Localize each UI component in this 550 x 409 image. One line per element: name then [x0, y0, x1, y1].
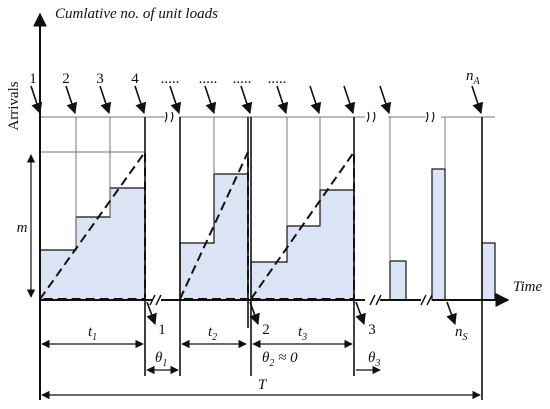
arrival-label-last: nA	[466, 68, 481, 87]
departure-label-3: 3	[368, 322, 376, 338]
y-axis-title: Cumlative no. of unit loads	[55, 6, 218, 22]
arrival-dots-4: .....	[268, 71, 287, 87]
arrival-labels: 1 2 3 4 ..... ..... ..... ..... nA	[29, 68, 480, 87]
t1-label: t1	[88, 324, 97, 343]
area-bar-c	[481, 242, 496, 301]
departure-labels: 1 2 3 nS	[158, 322, 467, 343]
arrival-dots-3: .....	[233, 71, 252, 87]
t2-label: t2	[208, 324, 217, 343]
arrival-label-3: 3	[96, 71, 104, 87]
loaded-areas	[39, 168, 496, 301]
arrival-label-2: 2	[62, 71, 70, 87]
interval-dimensions	[41, 339, 481, 400]
top-break-marks	[164, 111, 435, 123]
departure-label-1: 1	[158, 322, 166, 338]
batch-separators	[144, 117, 483, 400]
departure-label-2: 2	[262, 322, 270, 338]
t3-label: t3	[298, 324, 307, 343]
theta3-label: θ3	[368, 350, 380, 369]
area-batch-3	[250, 189, 355, 301]
x-axis	[40, 293, 510, 307]
x-axis-title: Time	[513, 279, 543, 295]
arrival-dots-1: .....	[161, 71, 180, 87]
area-batch-2	[179, 173, 249, 301]
arrival-arrows	[30, 85, 484, 115]
total-label: T	[258, 377, 268, 393]
departure-arrows	[146, 301, 457, 326]
departure-label-last: nS	[455, 324, 468, 343]
theta1-label: θ1	[155, 350, 167, 369]
arrival-dots-2: .....	[199, 71, 218, 87]
theta2-label: θ2 ≈ 0	[262, 350, 298, 369]
area-bar-a	[389, 260, 407, 301]
area-batch-1	[39, 187, 146, 301]
area-bar-b	[431, 168, 446, 301]
arrivals-label: Arrivals	[6, 81, 22, 130]
arrival-label-4: 4	[131, 71, 139, 87]
interval-labels: t1 t2 t3 θ1 θ2 ≈ 0 θ3 T	[88, 324, 380, 393]
m-label: m	[17, 220, 28, 236]
arrival-label-1: 1	[29, 71, 37, 87]
